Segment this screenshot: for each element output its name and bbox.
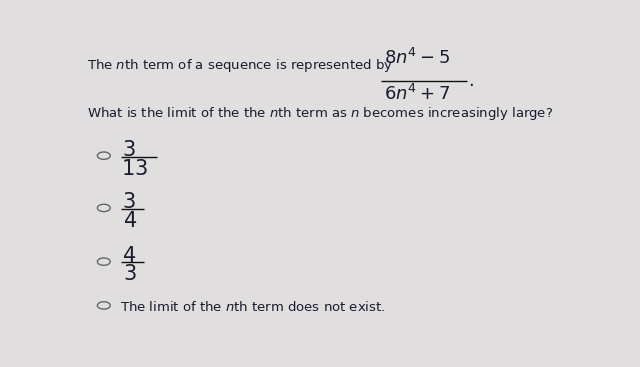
Text: $3$: $3$	[122, 140, 136, 160]
Text: $4$: $4$	[123, 211, 137, 231]
Text: What is the limit of the the $\it{n}$th term as $\it{n}$ becomes increasingly la: What is the limit of the the $\it{n}$th …	[88, 105, 554, 122]
Text: $8n^4-5$: $8n^4-5$	[383, 48, 450, 68]
Text: $3$: $3$	[122, 192, 136, 212]
Text: $3$: $3$	[123, 265, 137, 284]
Text: The limit of the $\it{n}$th term does not exist.: The limit of the $\it{n}$th term does no…	[120, 300, 385, 314]
Text: $13$: $13$	[121, 159, 148, 179]
Text: The $\it{n}$th term of a sequence is represented by: The $\it{n}$th term of a sequence is rep…	[88, 57, 394, 74]
Text: $4$: $4$	[122, 246, 136, 266]
Text: $6n^4+7$: $6n^4+7$	[383, 84, 450, 104]
Text: .: .	[468, 72, 474, 90]
